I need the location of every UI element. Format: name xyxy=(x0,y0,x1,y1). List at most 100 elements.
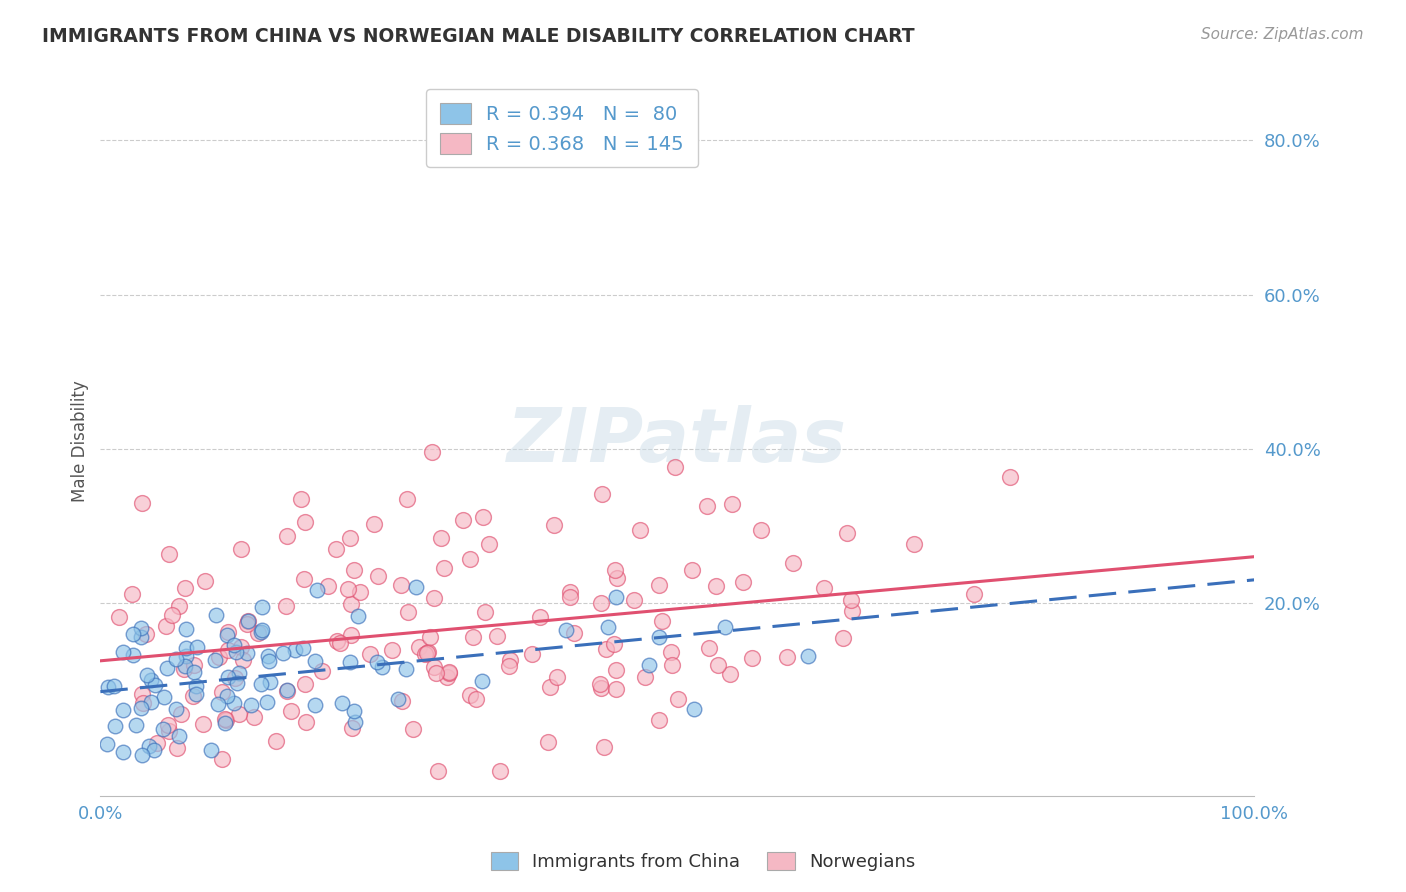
Point xyxy=(344,715,367,730)
Point xyxy=(162,607,184,622)
Point xyxy=(713,620,735,634)
Point xyxy=(706,657,728,672)
Point xyxy=(489,764,512,778)
Text: Source: ZipAtlas.com: Source: ZipAtlas.com xyxy=(1201,27,1364,42)
Point xyxy=(138,739,160,753)
Point xyxy=(103,679,125,693)
Point xyxy=(782,556,804,570)
Point xyxy=(292,640,315,655)
Point xyxy=(595,642,617,657)
Point xyxy=(339,531,361,545)
Point xyxy=(183,658,205,673)
Point xyxy=(252,623,274,637)
Point xyxy=(499,653,522,667)
Y-axis label: Male Disability: Male Disability xyxy=(72,380,89,502)
Point xyxy=(605,564,627,578)
Point xyxy=(274,599,297,614)
Point xyxy=(222,696,245,710)
Point xyxy=(420,445,443,459)
Point xyxy=(648,630,671,644)
Point xyxy=(546,670,568,684)
Point xyxy=(131,747,153,762)
Point xyxy=(152,722,174,736)
Point xyxy=(659,645,682,659)
Point xyxy=(666,692,689,706)
Point xyxy=(683,701,706,715)
Point xyxy=(720,498,742,512)
Point xyxy=(103,718,125,732)
Point xyxy=(173,662,195,676)
Point xyxy=(280,704,302,718)
Point xyxy=(472,509,495,524)
Point xyxy=(562,626,585,640)
Point xyxy=(416,645,439,659)
Point xyxy=(451,513,474,527)
Point xyxy=(141,695,163,709)
Legend: Immigrants from China, Norwegians: Immigrants from China, Norwegians xyxy=(484,845,922,879)
Point xyxy=(186,679,208,693)
Point xyxy=(217,690,239,704)
Point xyxy=(591,681,613,696)
Point xyxy=(520,647,543,661)
Point xyxy=(363,517,385,532)
Point xyxy=(264,734,287,748)
Point xyxy=(136,667,159,681)
Point xyxy=(240,698,263,712)
Point xyxy=(832,632,855,646)
Point xyxy=(211,752,233,766)
Point xyxy=(243,710,266,724)
Point xyxy=(229,640,252,654)
Point xyxy=(538,680,561,694)
Point xyxy=(204,653,226,667)
Point xyxy=(256,695,278,709)
Point xyxy=(998,470,1021,484)
Point xyxy=(259,654,281,668)
Point xyxy=(129,621,152,635)
Point xyxy=(222,639,245,653)
Point xyxy=(413,647,436,661)
Point xyxy=(276,684,298,698)
Point xyxy=(485,629,508,643)
Point xyxy=(337,582,360,597)
Point xyxy=(460,552,482,566)
Point xyxy=(200,743,222,757)
Point xyxy=(165,652,187,666)
Point xyxy=(129,701,152,715)
Point xyxy=(394,662,416,676)
Point xyxy=(648,713,671,727)
Point xyxy=(387,691,409,706)
Point xyxy=(131,496,153,510)
Point xyxy=(295,715,318,730)
Point xyxy=(131,687,153,701)
Point xyxy=(174,640,197,655)
Point xyxy=(343,704,366,718)
Point xyxy=(305,582,328,597)
Point xyxy=(290,492,312,507)
Point xyxy=(340,628,363,642)
Point xyxy=(142,743,165,757)
Point xyxy=(186,640,208,654)
Point xyxy=(226,676,249,690)
Point xyxy=(174,581,197,595)
Point xyxy=(292,573,315,587)
Point xyxy=(294,677,316,691)
Point xyxy=(228,707,250,722)
Point xyxy=(276,528,298,542)
Point xyxy=(408,640,430,655)
Point xyxy=(166,740,188,755)
Point xyxy=(396,605,419,619)
Point xyxy=(167,729,190,743)
Point xyxy=(340,597,363,611)
Point xyxy=(478,537,501,551)
Point xyxy=(425,665,447,680)
Point xyxy=(181,689,204,703)
Point xyxy=(217,624,239,639)
Point xyxy=(141,673,163,687)
Point xyxy=(903,537,925,551)
Point xyxy=(194,574,217,589)
Point xyxy=(429,532,451,546)
Point xyxy=(664,459,686,474)
Point xyxy=(145,736,167,750)
Text: ZIPatlas: ZIPatlas xyxy=(508,405,848,477)
Point xyxy=(402,722,425,736)
